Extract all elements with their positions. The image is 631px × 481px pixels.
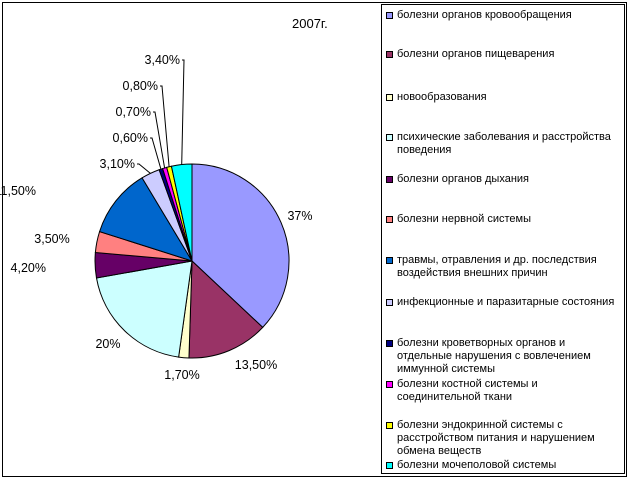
pie-slice xyxy=(95,260,193,358)
legend-swatch xyxy=(386,134,393,141)
legend-swatch xyxy=(386,216,393,223)
slice-value-label: 20% xyxy=(95,337,120,351)
legend-label: болезни органов дыхания xyxy=(397,173,529,185)
slice-value-label: 0,80% xyxy=(123,79,158,93)
legend-label: болезни нервной системы xyxy=(397,213,531,225)
legend-swatch xyxy=(386,257,393,264)
leader-line xyxy=(150,137,162,170)
slice-value-label: 3,40% xyxy=(145,53,180,67)
pie-slice xyxy=(98,177,194,262)
legend-label: болезни эндокринной системы с расстройст… xyxy=(397,419,595,457)
slice-value-label: 3,50% xyxy=(34,232,69,246)
chart-legend: болезни органов кровообращения болезни ор… xyxy=(381,4,625,474)
leader-line xyxy=(181,59,185,165)
legend-swatch xyxy=(386,12,393,19)
legend-swatch xyxy=(386,51,393,58)
legend-label: травмы, отравления и др. последствия воз… xyxy=(397,254,597,279)
legend-label: психические заболевания и расстройства п… xyxy=(397,131,611,156)
pie-slice xyxy=(191,163,290,329)
legend-swatch xyxy=(386,94,393,101)
legend-label: болезни мочеполовой системы xyxy=(397,459,557,471)
leader-line xyxy=(153,111,166,168)
slice-value-label: 0,70% xyxy=(116,105,151,119)
slice-value-label: 4,20% xyxy=(11,261,46,275)
legend-swatch xyxy=(386,422,393,429)
legend-label: болезни кроветворных органов и отдельные… xyxy=(397,337,591,375)
slice-value-label: 0,60% xyxy=(113,131,148,145)
legend-swatch xyxy=(386,381,393,388)
legend-swatch xyxy=(386,340,393,347)
leader-line xyxy=(137,163,151,174)
legend-label: болезни органов пищеварения xyxy=(397,48,555,60)
legend-label: болезни органов кровообращения xyxy=(397,9,572,21)
slice-value-label: 1,70% xyxy=(164,368,199,382)
legend-label: инфекционные и паразитарные состояния xyxy=(397,296,615,308)
legend-label: болезни костной системы и соединительной… xyxy=(397,378,538,403)
legend-swatch xyxy=(386,462,393,469)
pie-slice xyxy=(188,259,264,359)
leader-line xyxy=(160,85,170,167)
slice-value-label: 37% xyxy=(287,209,312,223)
slice-value-label: 13,50% xyxy=(235,358,277,372)
slice-value-label: 3,10% xyxy=(100,157,135,171)
legend-label: новообразования xyxy=(397,91,487,103)
chart-title: 2007г. xyxy=(292,16,328,31)
legend-swatch xyxy=(386,176,393,183)
legend-swatch xyxy=(386,299,393,306)
slice-value-label: 11,50% xyxy=(0,184,36,198)
